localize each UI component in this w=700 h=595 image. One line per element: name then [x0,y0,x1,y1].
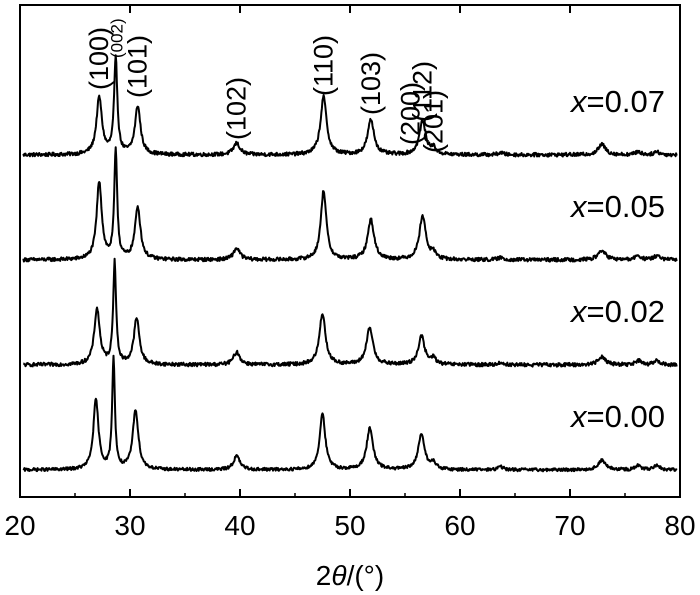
peak-hkl-label: (101) [123,35,153,98]
series-label-var: x [569,84,588,119]
x-tick-label: 20 [4,510,35,541]
x-tick-label: 60 [444,510,475,541]
series-label-value: =0.07 [587,84,665,119]
series-line [22,257,678,368]
peak-hkl-label: (102) [222,77,252,140]
series-label-value: =0.00 [587,399,665,434]
series-label: x=0.05 [569,189,665,224]
x-ticks [19,5,681,497]
peak-hkl-label: (110) [309,35,339,96]
peak-hkl-label: (201) [419,90,449,153]
x-axis-title: 2θ/(°) [316,560,384,591]
series-label: x=0.00 [569,399,665,434]
peak-hkl-label: (002) [108,18,127,58]
x-tick-label: 50 [334,510,365,541]
peak-hkl-label: (200) [396,82,426,145]
series-line [22,354,678,473]
x-axis-title-number: 2 [316,560,332,591]
series-label-value: =0.05 [587,189,665,224]
x-tick-label-group: 20 30 40 50 60 70 80 [4,510,695,541]
series-label-var: x [569,189,588,224]
series-group [22,54,678,473]
x-tick-label: 70 [554,510,585,541]
x-axis-title-unit: /(°) [347,560,385,591]
series-label-group: x=0.07x=0.05x=0.02x=0.00 [569,84,665,434]
series-label-var: x [569,399,588,434]
x-tick-label: 40 [224,510,255,541]
x-tick-label: 30 [114,510,145,541]
x-tick-label: 80 [664,510,695,541]
x-axis-title-symbol: θ [331,560,346,591]
peak-hkl-label: (100) [84,27,114,90]
peak-hkl-label: (112) [408,61,438,122]
peak-label-group: (100)(002)(101) (102) (110) (103) (200)(112)… [84,18,448,153]
series-line [22,146,678,263]
series-label: x=0.02 [569,294,665,329]
series-label: x=0.07 [569,84,665,119]
series-line [22,54,678,158]
peak-hkl-label: (103) [356,52,386,115]
series-label-var: x [569,294,588,329]
series-label-value: =0.02 [587,294,665,329]
